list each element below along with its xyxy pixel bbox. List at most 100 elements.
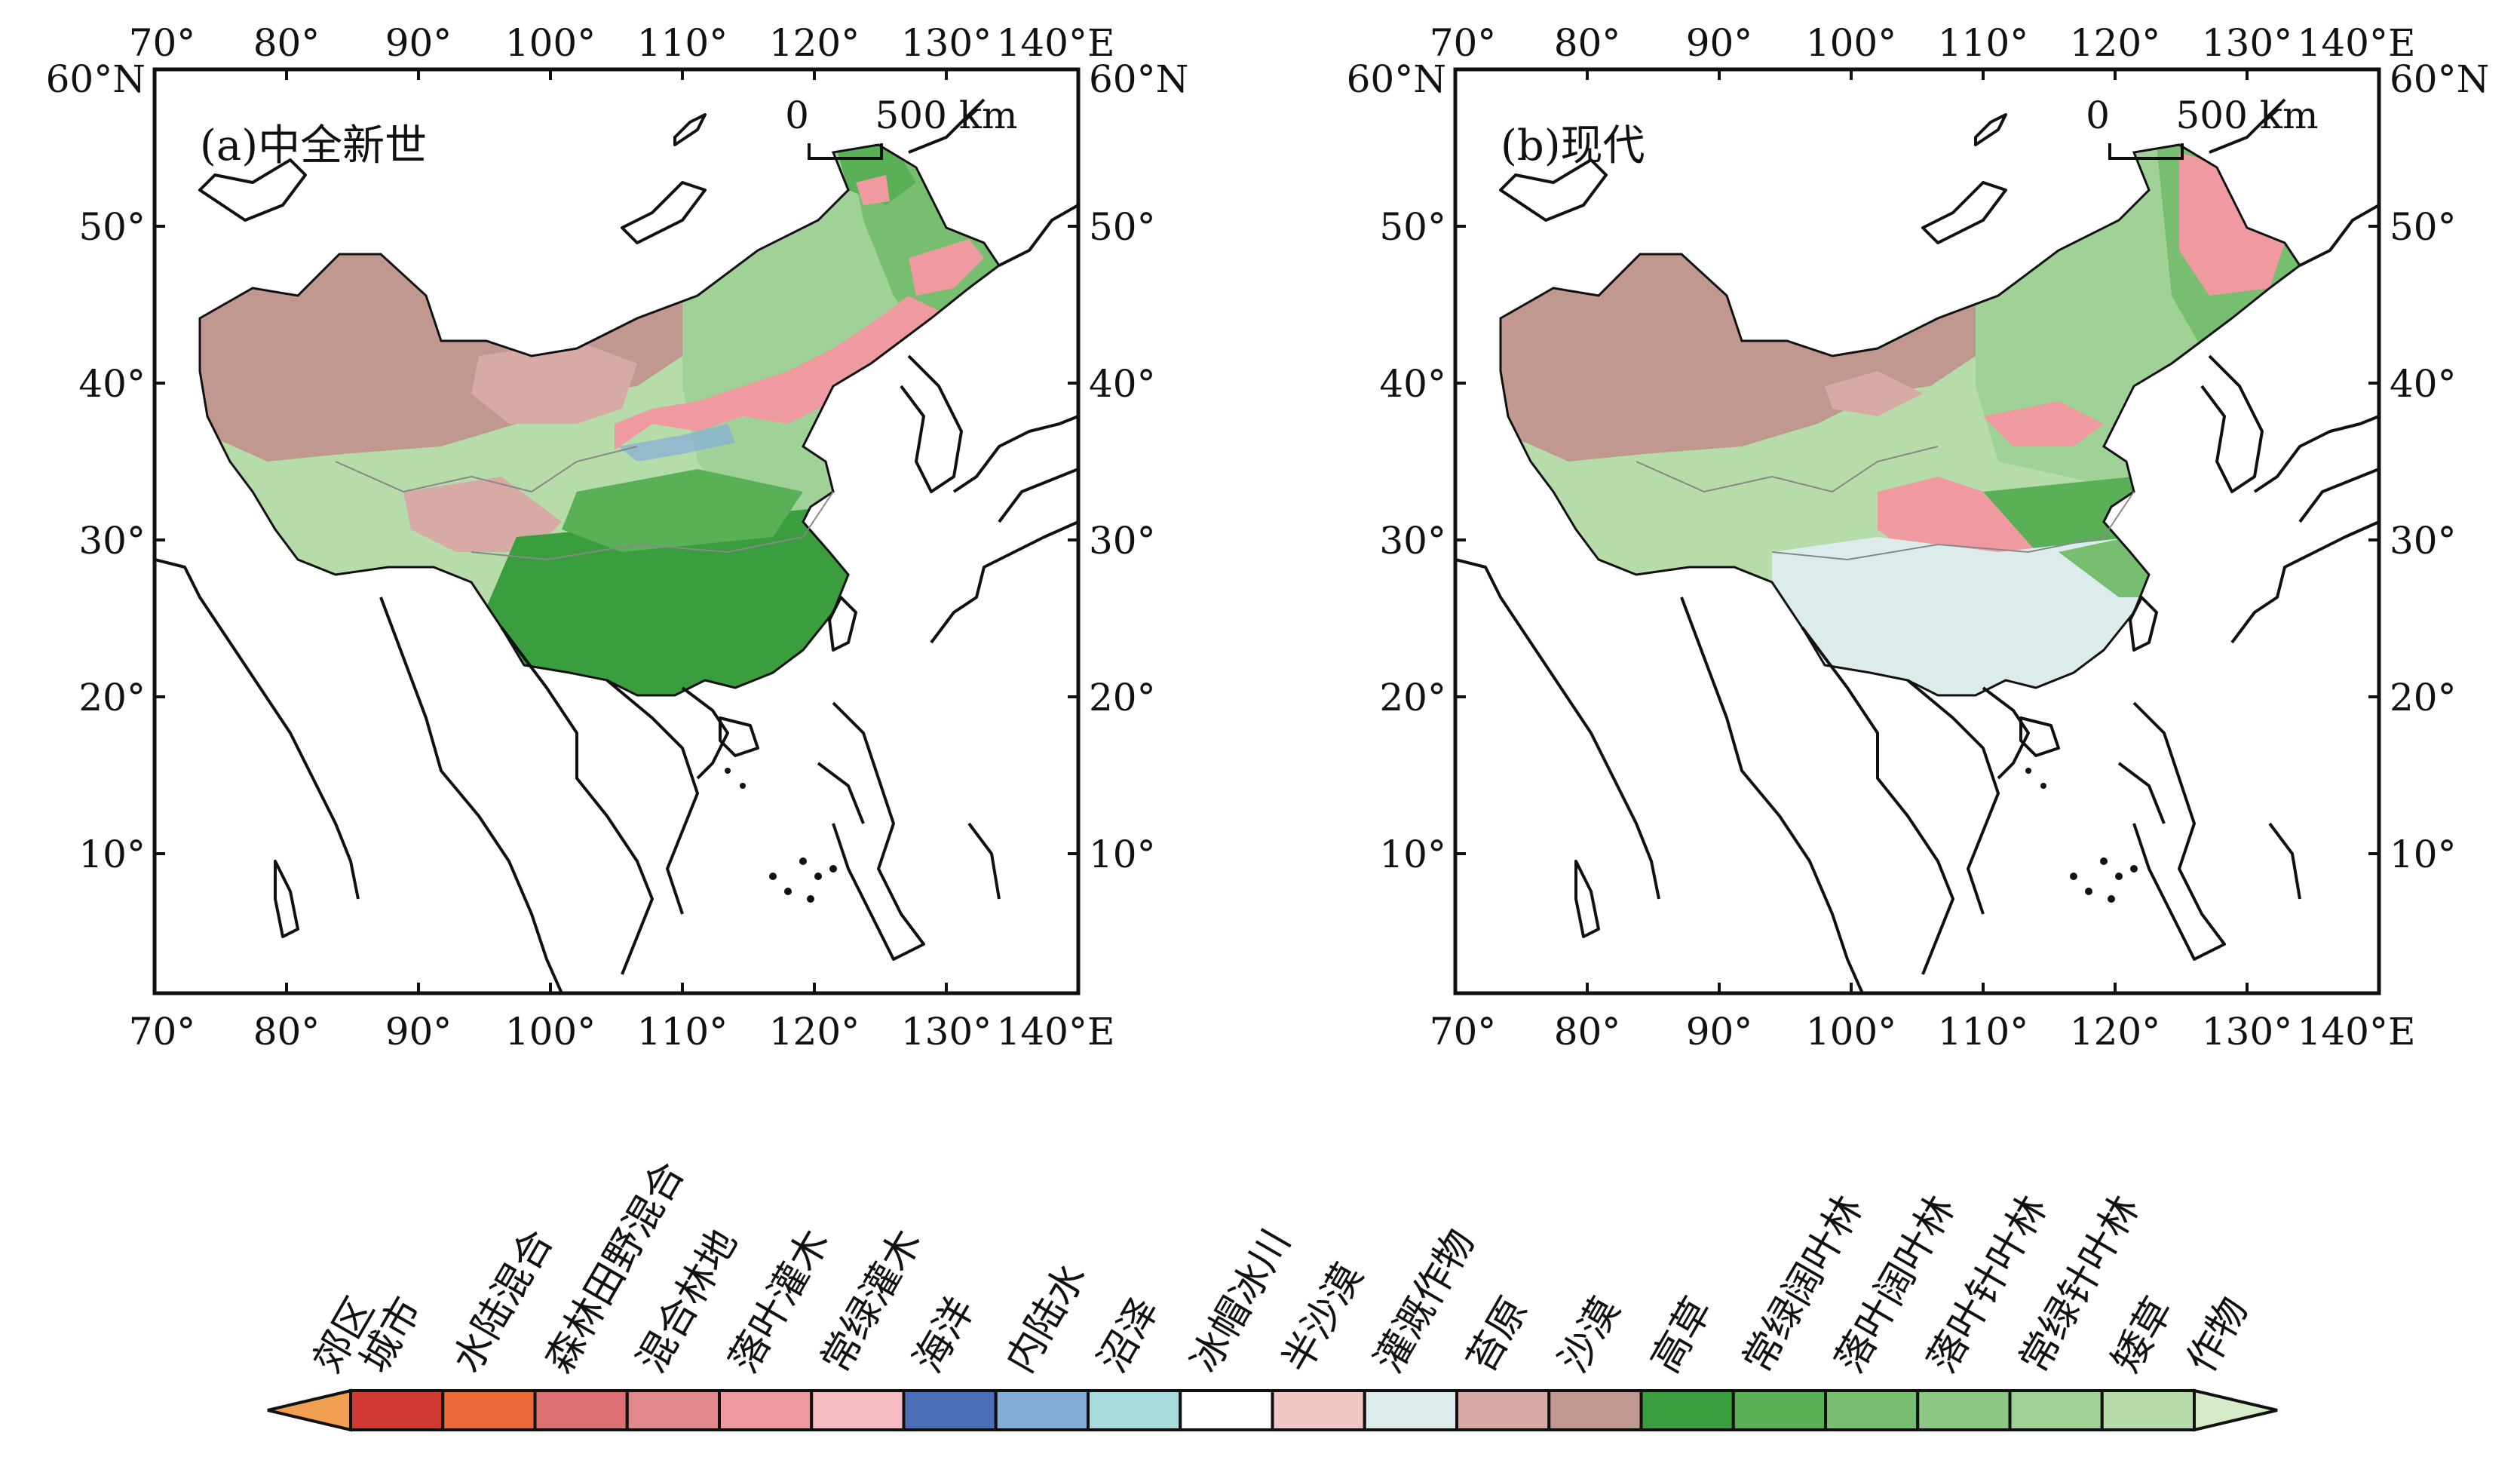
legend-swatch (2193, 1388, 2278, 1432)
lat-tick-label-right: 30° (2390, 519, 2457, 563)
lat-tick-label-right: 10° (2390, 833, 2457, 876)
legend-swatch (533, 1389, 629, 1431)
legend-swatch (994, 1389, 1090, 1431)
legend-label: 沙漠 (1550, 1290, 1629, 1380)
lon-tick-label-top: 100° (1806, 21, 1896, 65)
coastlines-b (1455, 98, 2379, 993)
lon-tick-label-bottom: 90° (385, 1010, 452, 1054)
legend-label: 苔原 (1458, 1290, 1537, 1380)
lon-tick-label-bottom: 90° (1686, 1010, 1753, 1054)
legend-swatch (267, 1388, 352, 1432)
lon-tick-label-bottom: 70° (129, 1010, 196, 1054)
legend-label: 内陆水 (998, 1256, 1096, 1380)
legend-swatch (625, 1389, 721, 1431)
scale-bar-a: 0 500 km (785, 94, 1018, 160)
lat-tick-label-left: 50° (1379, 205, 1446, 249)
lat-tick-label-left: 40° (1379, 362, 1446, 406)
lon-tick-label-bottom: 100° (505, 1010, 596, 1054)
lon-tick-label-bottom: 130° (2202, 1010, 2292, 1054)
legend-label: 作物 (2178, 1290, 2257, 1380)
svg-text:0: 0 (2086, 94, 2110, 137)
lat-tick-label-right: 50° (1089, 205, 1156, 249)
lon-tick-label-top: 100° (505, 21, 596, 65)
lat-tick-label-left: 20° (1379, 676, 1446, 719)
svg-text:500 km: 500 km (2175, 94, 2318, 137)
lat-tick-label-left: 30° (1379, 519, 1446, 563)
lon-tick-label-bottom: 80° (253, 1010, 320, 1054)
lon-tick-label-bottom: 110° (637, 1010, 728, 1054)
lat-tick-label-left: 20° (78, 676, 146, 719)
axis-tick-labels: 70° 70° 80° 80° 90° 90° 100° 100° 110° 110° 120° 12… (46, 21, 2490, 1054)
coastlines-a (155, 98, 1078, 993)
legend-label: 海洋 (906, 1290, 984, 1380)
lat-tick-label-right: 50° (2390, 205, 2457, 249)
lon-tick-label-bottom: 70° (1430, 1010, 1497, 1054)
legend-swatch (1824, 1389, 1920, 1431)
lat-tick-label-right: 60°N (1089, 57, 1188, 101)
legend-label: 半沙漠 (1274, 1256, 1372, 1380)
lon-tick-label-top: 90° (385, 21, 452, 65)
lon-tick-label-bottom: 110° (1938, 1010, 2028, 1054)
lat-tick-label-left: 10° (1379, 833, 1446, 876)
panel-label-a: (a)中全新世 (200, 121, 427, 170)
legend-swatch (1363, 1389, 1458, 1431)
legend-swatch (1455, 1389, 1551, 1431)
lon-tick-label-bottom: 140°E (997, 1010, 1115, 1054)
legend-swatch (1087, 1389, 1182, 1431)
lon-tick-label-top: 120° (2070, 21, 2160, 65)
lon-tick-label-top: 140°E (2298, 21, 2416, 65)
legend-label: 矮草 (2104, 1290, 2182, 1380)
lat-tick-label-right: 40° (2390, 362, 2457, 406)
lon-tick-label-bottom: 120° (769, 1010, 860, 1054)
lat-tick-label-left: 60°N (46, 57, 146, 101)
legend-label: 沼泽 (1090, 1290, 1168, 1380)
lat-tick-label-right: 30° (1089, 519, 1156, 563)
legend-swatch (718, 1389, 814, 1431)
lon-tick-label-top: 120° (769, 21, 860, 65)
lat-tick-label-right: 60°N (2390, 57, 2489, 101)
legend-swatch (1639, 1389, 1735, 1431)
lat-tick-label-left: 10° (78, 833, 146, 876)
legend-swatch (1547, 1389, 1643, 1431)
lon-tick-label-top: 80° (1554, 21, 1621, 65)
svg-text:500 km: 500 km (875, 94, 1017, 137)
lon-tick-label-top: 110° (637, 21, 728, 65)
legend-swatch (441, 1389, 537, 1431)
legend-swatch (902, 1389, 998, 1431)
legend-swatch (1271, 1389, 1366, 1431)
lon-tick-label-bottom: 120° (2070, 1010, 2160, 1054)
lon-tick-label-bottom: 130° (901, 1010, 992, 1054)
legend-swatch (2100, 1389, 2196, 1431)
scale-bar-b: 0 500 km (2086, 94, 2319, 160)
lon-tick-label-top: 130° (2202, 21, 2292, 65)
legend-swatch (1916, 1389, 2012, 1431)
lon-tick-label-top: 90° (1686, 21, 1753, 65)
svg-text:0: 0 (785, 94, 809, 137)
lon-tick-label-bottom: 140°E (2298, 1010, 2416, 1054)
lon-tick-label-top: 70° (129, 21, 196, 65)
legend-swatch (2008, 1389, 2104, 1431)
lat-tick-label-left: 50° (78, 205, 146, 249)
lon-tick-label-top: 140°E (997, 21, 1115, 65)
legend-label: 高草 (1643, 1290, 1721, 1380)
legend-swatch (1179, 1389, 1274, 1431)
map-panel-b: (b)现代 0 500 km (1453, 67, 2381, 995)
lon-tick-label-top: 80° (253, 21, 320, 65)
lat-tick-label-right: 40° (1089, 362, 1156, 406)
lat-tick-label-left: 40° (78, 362, 146, 406)
panel-label-b: (b)现代 (1501, 121, 1645, 170)
lat-tick-label-right: 20° (2390, 676, 2457, 719)
legend-swatch (810, 1389, 906, 1431)
lon-tick-label-top: 70° (1430, 21, 1497, 65)
map-panel-a: (a)中全新世 0 500 km (152, 67, 1081, 995)
lon-tick-label-bottom: 100° (1806, 1010, 1896, 1054)
legend-swatch (1731, 1389, 1827, 1431)
lat-tick-label-left: 60°N (1347, 57, 1446, 101)
lat-tick-label-left: 30° (78, 519, 146, 563)
lat-tick-label-right: 20° (1089, 676, 1156, 719)
lon-tick-label-top: 130° (901, 21, 992, 65)
lat-tick-label-right: 10° (1089, 833, 1156, 876)
lon-tick-label-top: 110° (1938, 21, 2028, 65)
